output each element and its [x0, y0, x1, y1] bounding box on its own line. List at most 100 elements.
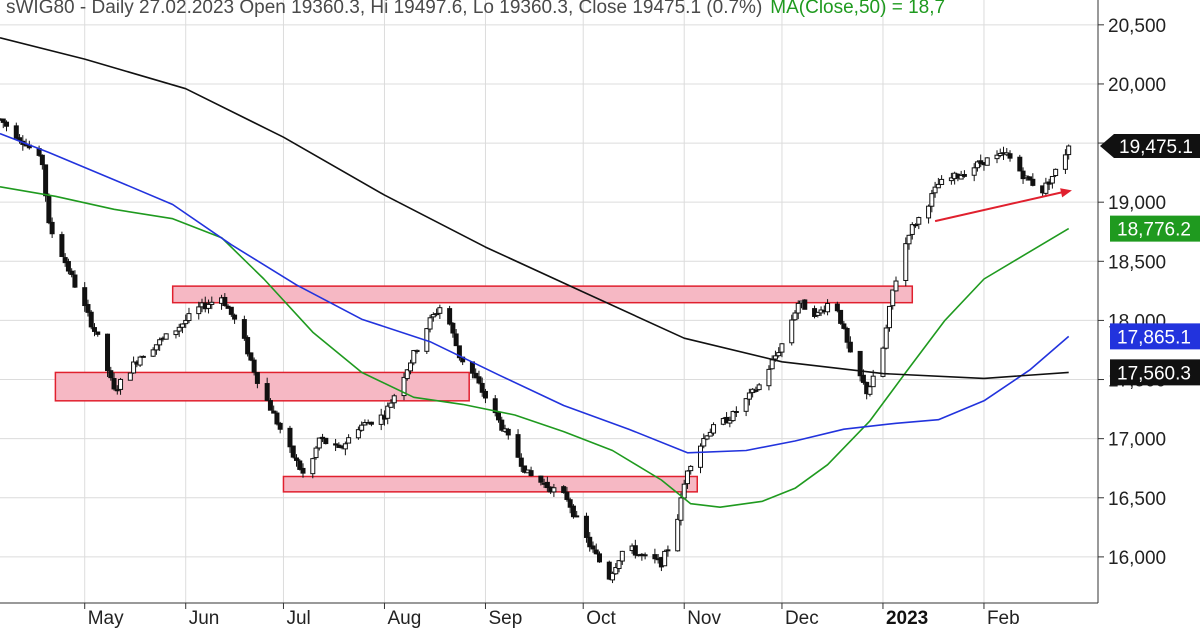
candle-body	[675, 518, 681, 552]
candle-body	[847, 341, 853, 353]
candle-body	[551, 487, 557, 493]
candle-body	[264, 383, 270, 401]
candle-body	[538, 475, 544, 483]
candle-body	[245, 337, 251, 355]
candle-body	[82, 287, 88, 307]
highlight-zone	[171, 285, 914, 304]
price-tag-close	[1100, 134, 1200, 159]
candle-body	[404, 369, 410, 380]
candle-body	[39, 154, 45, 166]
candle-body	[913, 224, 919, 227]
candle-body	[870, 375, 876, 388]
candle-body	[961, 174, 967, 177]
trend-arrow	[934, 188, 1072, 223]
candle-body	[958, 174, 964, 180]
candle-body	[287, 427, 293, 448]
candle-body	[313, 447, 319, 459]
candle-body	[414, 349, 420, 353]
candle-body	[88, 311, 94, 328]
time-axis: May Jun Jul Aug Sep Oct Nov Dec 2023 Feb	[84, 603, 1020, 629]
candle-body	[883, 327, 889, 349]
candle-body	[916, 217, 922, 225]
candle-body	[427, 317, 433, 330]
candle-body	[411, 350, 417, 364]
candle-body	[137, 356, 143, 366]
candle-body	[795, 302, 801, 314]
time-tick-label: 2023	[886, 608, 928, 629]
price-tag-ma50	[1110, 215, 1200, 242]
highlight-zone	[282, 475, 698, 493]
header-info: sWIG80 - Daily 27.02.2023 Open 19360.3, …	[6, 0, 762, 18]
candle-body	[4, 121, 10, 127]
candle-body	[346, 437, 352, 444]
price-tag-label: 17,865.1	[1117, 327, 1191, 348]
candle-body	[453, 333, 459, 347]
candle-body	[140, 355, 146, 358]
candle-body	[662, 550, 668, 567]
candle-body	[681, 483, 687, 499]
header-ma-info: MA(Close,50) = 18,7	[770, 0, 945, 18]
candle-body	[515, 434, 521, 458]
moving-average-lines	[0, 37, 1070, 509]
price-tags: 19,475.1 18,776.2 17,865.1 17,560.3	[1100, 134, 1200, 386]
price-tag-ma100	[1110, 323, 1200, 350]
candle-body	[707, 431, 713, 437]
candle-body	[1043, 182, 1049, 194]
candle-body	[183, 319, 189, 325]
candle-body	[727, 419, 733, 424]
candle-body	[880, 347, 886, 377]
candle-body	[127, 372, 133, 381]
candle-body	[522, 465, 528, 473]
candle-body	[903, 243, 909, 281]
candle-body	[1062, 154, 1068, 170]
candle-body	[769, 359, 775, 370]
candle-body	[597, 553, 603, 563]
candle-body	[163, 333, 169, 340]
candle-body	[642, 554, 648, 557]
candle-body	[1053, 168, 1059, 177]
candle-body	[323, 437, 329, 445]
candle-body	[209, 301, 215, 305]
time-tick-label: Aug	[387, 608, 421, 629]
candle-body	[228, 306, 234, 315]
candle-body	[91, 327, 97, 332]
candle-body	[570, 505, 576, 518]
candle-body	[85, 304, 91, 313]
candle-body	[1030, 178, 1036, 186]
time-tick-label: Dec	[785, 608, 819, 629]
candle-body	[610, 572, 616, 581]
candle-body	[753, 389, 759, 392]
candle-body	[926, 205, 932, 219]
candle-body	[65, 261, 71, 272]
candle-body	[277, 422, 283, 430]
candle-body	[906, 234, 912, 245]
candle-body	[297, 460, 303, 470]
candle-body	[378, 414, 384, 425]
candle-body	[789, 319, 795, 344]
candle-body	[1017, 156, 1023, 172]
arrow-head	[1060, 188, 1072, 198]
candle-body	[593, 549, 599, 555]
candle-body	[1007, 153, 1013, 159]
candle-body	[43, 164, 49, 197]
time-tick-label: Jul	[286, 608, 310, 629]
candle-body	[886, 305, 892, 329]
candle-body	[932, 186, 938, 194]
candle-body	[59, 234, 65, 257]
candle-body	[173, 330, 179, 336]
candle-body	[342, 443, 348, 450]
candle-body	[251, 359, 257, 373]
candle-body	[46, 195, 52, 224]
price-tick-label: 17,000	[1108, 430, 1166, 451]
candle-body	[482, 390, 488, 399]
candle-body	[267, 400, 273, 411]
candle-body	[391, 395, 397, 404]
candle-body	[1066, 145, 1072, 156]
candle-body	[437, 307, 443, 314]
candle-body	[834, 303, 840, 312]
ma100-line	[0, 132, 1070, 454]
candle-body	[841, 323, 847, 329]
candle-body	[196, 306, 202, 315]
candle-body	[300, 467, 306, 474]
